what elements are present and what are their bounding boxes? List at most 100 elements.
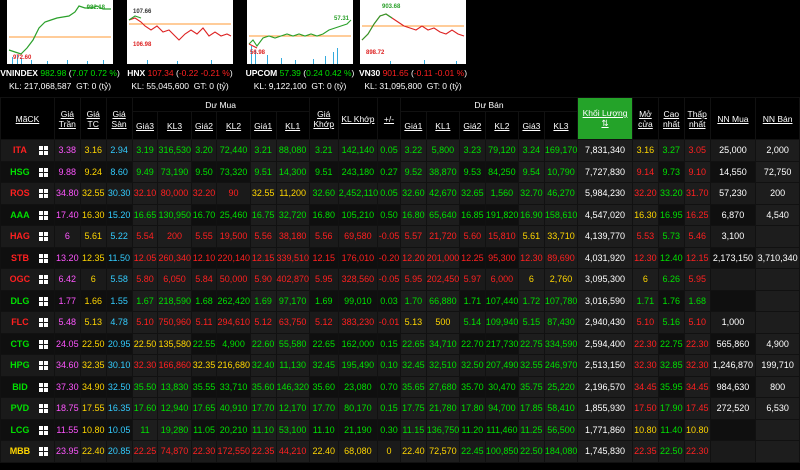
col-buy-gia1[interactable]: Giá1 [249, 111, 277, 140]
table-row[interactable]: CTG 24.05 22.50 20.95 22.50 135,580 22.55 4,900… [0, 332, 800, 355]
symbol-code[interactable]: BID [12, 381, 28, 392]
expand-grid-icon[interactable] [38, 210, 48, 220]
table-row[interactable]: DLG 1.77 1.66 1.55 1.67 218,590 1.68 262,420 1.6… [0, 289, 800, 312]
symbol-code[interactable]: CTG [10, 338, 30, 349]
index-vnindex[interactable]: 982.18 972.60 VNINDEX 982.98 (7.07 0.72 … [0, 0, 120, 91]
symbol-cell[interactable]: CTG [0, 332, 55, 355]
col-buy-kl3[interactable]: KL3 [157, 111, 192, 140]
expand-grid-icon[interactable] [38, 232, 48, 242]
col-sell-gia2[interactable]: Giá2 [458, 111, 486, 140]
col-khoi-luong[interactable]: Khối Lượng ⇅ [577, 97, 633, 140]
symbol-cell[interactable]: HSG [0, 160, 55, 183]
col-kl-khop[interactable]: KL Khớp [337, 97, 379, 140]
symbol-code[interactable]: AAA [10, 209, 30, 220]
col-mo-cua[interactable]: Mở cửa [631, 97, 659, 140]
col-sell-gia1[interactable]: Giá1 [399, 111, 427, 140]
sell-vol-2: 95,300 [484, 246, 519, 269]
expand-grid-icon[interactable] [38, 167, 48, 177]
symbol-cell[interactable]: MBB [0, 440, 55, 463]
table-row[interactable]: ROS 34.80 32.55 30.30 32.10 80,000 32.20 90 32.5… [0, 182, 800, 205]
expand-grid-icon[interactable] [38, 339, 48, 349]
buy-vol-3: 74,870 [157, 440, 192, 463]
symbol-code[interactable]: FLC [11, 317, 29, 328]
col-sell-kl1[interactable]: KL1 [425, 111, 460, 140]
table-row[interactable]: HSG 9.88 9.24 8.60 9.49 73,190 9.50 73,320 9.51 1… [0, 160, 800, 183]
symbol-code[interactable]: DLG [10, 295, 30, 306]
table-row[interactable]: HPG 34.60 32.35 30.10 32.30 166,860 32.35 216,6… [0, 354, 800, 377]
expand-grid-icon[interactable] [38, 296, 48, 306]
col-gia-tc[interactable]: Giá TC [79, 97, 107, 140]
col-change[interactable]: +/- [377, 97, 401, 140]
col-buy-kl2[interactable]: KL2 [216, 111, 251, 140]
symbol-code[interactable]: LCG [10, 424, 30, 435]
col-gia-khop[interactable]: Giá Khớp [308, 97, 339, 140]
sell-price-3: 32.70 [517, 182, 545, 205]
col-gia-san[interactable]: Giá Sàn [105, 97, 133, 140]
col-nn-ban[interactable]: NN Bán [755, 97, 800, 140]
table-row[interactable]: LCG 11.55 10.80 10.05 11 19,280 11.05 20,210 11.… [0, 418, 800, 441]
sell-vol-3: 107,780 [543, 289, 579, 312]
symbol-code[interactable]: STB [10, 252, 29, 263]
sell-price-3: 9.54 [517, 160, 545, 183]
expand-grid-icon[interactable] [38, 425, 48, 435]
expand-grid-icon[interactable] [38, 404, 48, 414]
expand-grid-icon[interactable] [38, 318, 48, 328]
expand-grid-icon[interactable] [38, 361, 48, 371]
table-row[interactable]: HAG 6 5.61 5.22 5.54 200 5.55 19,500 5.56 38,180 5… [0, 225, 800, 248]
symbol-code[interactable]: HSG [10, 166, 30, 177]
col-thap-nhat[interactable]: Thấp nhất [683, 97, 711, 140]
symbol-cell[interactable]: HAG [0, 225, 55, 248]
symbol-cell[interactable]: AAA [0, 203, 55, 226]
col-nn-mua[interactable]: NN Mua [709, 97, 757, 140]
table-row[interactable]: ITA 3.38 3.16 2.94 3.19 316,530 3.20 72,440 3.21… [0, 139, 800, 162]
symbol-cell[interactable]: PVD [0, 397, 55, 420]
table-row[interactable]: AAA 17.40 16.30 15.20 16.65 130,950 16.70 25,46… [0, 203, 800, 226]
col-sell-kl3[interactable]: KL3 [543, 111, 579, 140]
sell-vol-2: 191,820 [484, 203, 519, 226]
table-row[interactable]: MBB 23.95 22.40 20.85 22.25 74,870 22.30 172,55… [0, 440, 800, 463]
symbol-cell[interactable]: ITA [0, 139, 55, 162]
symbol-code[interactable]: HAG [9, 231, 30, 242]
table-row[interactable]: FLC 5.48 5.13 4.78 5.10 750,960 5.11 294,610 5.1… [0, 311, 800, 334]
symbol-cell[interactable]: HPG [0, 354, 55, 377]
sell-vol-3: 56,500 [543, 418, 579, 441]
table-row[interactable]: PVD 18.75 17.55 16.35 17.60 12,940 17.65 40,910… [0, 397, 800, 420]
index-value: 901.65 [382, 68, 409, 78]
col-mack[interactable]: MãCK [0, 97, 55, 140]
table-row[interactable]: BID 37.30 34.90 32.50 35.50 13,830 35.55 33,710… [0, 375, 800, 398]
symbol-code[interactable]: HPG [10, 360, 30, 371]
low-price: 16.25 [683, 203, 711, 226]
table-row[interactable]: OGC 6.42 6 5.58 5.80 6,050 5.84 50,000 5.90 402,8… [0, 268, 800, 291]
symbol-cell[interactable]: ROS [0, 182, 55, 205]
expand-grid-icon[interactable] [38, 146, 48, 156]
col-buy-kl1[interactable]: KL1 [275, 111, 310, 140]
symbol-code[interactable]: MBB [9, 446, 31, 457]
col-sell-kl2[interactable]: KL2 [484, 111, 519, 140]
col-cao-nhat[interactable]: Cao nhất [657, 97, 685, 140]
col-gia-tran[interactable]: Giá Trần [53, 97, 81, 140]
index-vn30[interactable]: 903.68 898.72 VN30 901.65 (-0.11 -0.01 %… [353, 0, 473, 91]
expand-grid-icon[interactable] [38, 253, 48, 263]
col-sell-gia3[interactable]: Giá3 [517, 111, 545, 140]
symbol-code[interactable]: OGC [9, 274, 31, 285]
symbol-cell[interactable]: STB [0, 246, 55, 269]
symbol-code[interactable]: PVD [10, 403, 30, 414]
col-buy-gia3[interactable]: Giá3 [131, 111, 159, 140]
symbol-cell[interactable]: OGC [0, 268, 55, 291]
symbol-cell[interactable]: DLG [0, 289, 55, 312]
match-price: 17.70 [308, 397, 339, 420]
symbol-cell[interactable]: FLC [0, 311, 55, 334]
index-hnx[interactable]: 107.66 106.98 HNX 107.34 (-0.22 -0.21 %)… [120, 0, 240, 91]
expand-grid-icon[interactable] [38, 275, 48, 285]
col-buy-gia2[interactable]: Giá2 [190, 111, 218, 140]
table-row[interactable]: STB 13.20 12.35 11.50 12.05 260,340 12.10 220,1… [0, 246, 800, 269]
low-price: 9.10 [683, 160, 711, 183]
symbol-code[interactable]: ROS [10, 188, 30, 199]
symbol-code[interactable]: ITA [13, 145, 27, 156]
symbol-cell[interactable]: BID [0, 375, 55, 398]
index-upcom[interactable]: 57.31 56.98 UPCOM 57.39 (0.24 0.42 %) KL… [240, 0, 360, 91]
symbol-cell[interactable]: LCG [0, 418, 55, 441]
expand-grid-icon[interactable] [38, 189, 48, 199]
expand-grid-icon[interactable] [38, 447, 48, 457]
expand-grid-icon[interactable] [38, 382, 48, 392]
